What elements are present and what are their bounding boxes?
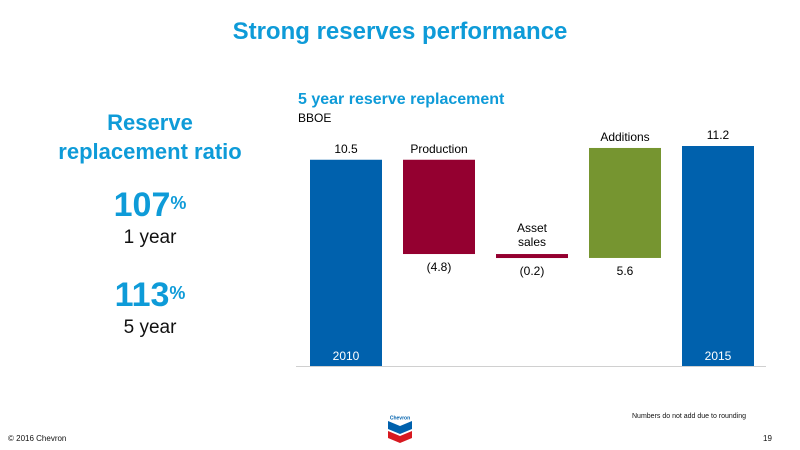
stat-unit: % — [170, 193, 187, 213]
data-label: 5.6 — [617, 264, 634, 278]
stat-value: 113% — [40, 276, 260, 314]
category-label: 2010 — [333, 349, 360, 363]
data-label: 11.2 — [707, 128, 730, 142]
reserve-ratio-panel: Reserve replacement ratio 107% 1 year 11… — [40, 108, 260, 340]
data-label: (4.8) — [427, 260, 452, 274]
data-label: (0.2) — [520, 264, 545, 278]
slide-title: Strong reserves performance — [232, 18, 568, 45]
ratio-heading-line2: replacement ratio — [58, 139, 242, 164]
stat-5-year: 113% 5 year — [40, 276, 260, 340]
page-number: 19 — [763, 434, 772, 443]
bar-additions — [589, 147, 661, 258]
stat-1-year: 107% 1 year — [40, 186, 260, 250]
ratio-heading-line1: Reserve — [107, 110, 193, 135]
category-label: 2015 — [705, 349, 732, 363]
stat-label: 5 year — [123, 317, 177, 338]
bar-production — [403, 159, 475, 255]
bar-2015 — [682, 146, 754, 366]
category-label: Additions — [600, 130, 649, 144]
stat-number: 113 — [114, 276, 170, 314]
ratio-heading: Reserve replacement ratio — [40, 108, 260, 166]
bar-asset-sales — [496, 254, 568, 259]
chart-unit-label: BBOE — [298, 111, 332, 125]
copyright: © 2016 Chevron — [8, 434, 67, 443]
stat-value: 107% — [40, 186, 260, 224]
footnote: Numbers do not add due to rounding — [632, 413, 747, 420]
stat-unit: % — [169, 283, 186, 303]
bar-2010 — [310, 159, 382, 366]
chevron-logo-icon: Chevron — [386, 415, 414, 443]
data-label: 10.5 — [334, 142, 358, 156]
stat-label: 1 year — [123, 227, 177, 248]
stat-number: 107 — [113, 186, 171, 224]
category-label: Production — [410, 142, 467, 156]
category-label: Asset — [517, 221, 548, 235]
chart-title: 5 year reserve replacement — [298, 91, 505, 108]
category-label: sales — [518, 235, 546, 249]
chevron-logo-text: Chevron — [390, 416, 410, 422]
